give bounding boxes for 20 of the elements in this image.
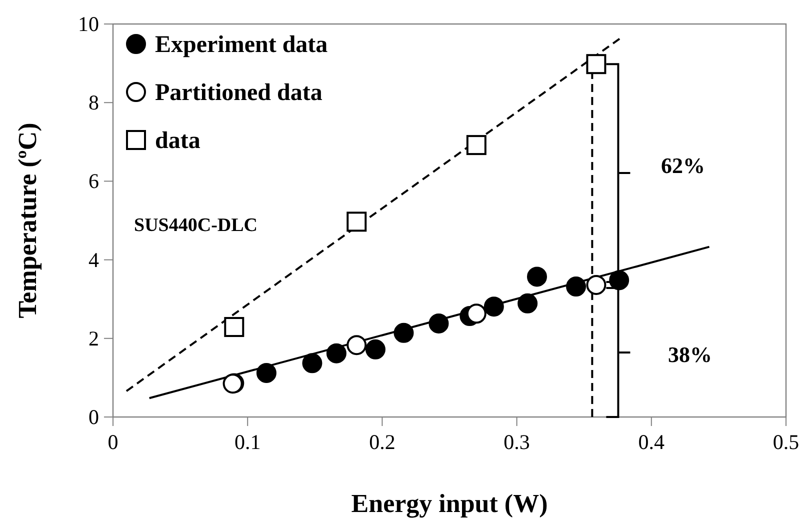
y-axis-title: Temperature (ºC) (13, 122, 42, 318)
x-axis-title: Energy input (W) (351, 489, 548, 518)
legend-label: Partitioned data (155, 80, 322, 106)
x-tick-label: 0.4 (638, 430, 666, 454)
annotation: SUS440C-DLC (134, 215, 258, 236)
y-tick-label: 6 (88, 169, 99, 194)
annotation: 38% (668, 342, 712, 367)
y-tick-label: 0 (88, 405, 99, 429)
y-tick-label: 10 (78, 12, 99, 36)
x-tick-label: 0.3 (504, 430, 530, 454)
y-tick-label: 2 (88, 326, 99, 350)
x-tick-label: 0.1 (234, 430, 261, 454)
y-tick-label: 8 (88, 90, 99, 115)
y-tick-label: 4 (88, 248, 100, 272)
annotation: 62% (661, 153, 705, 178)
x-tick-label: 0 (108, 430, 118, 454)
legend-label: data (155, 128, 200, 154)
x-tick-label: 0.2 (369, 430, 396, 454)
legend-label: Experiment data (155, 32, 328, 58)
x-tick-label: 0.5 (772, 430, 800, 454)
